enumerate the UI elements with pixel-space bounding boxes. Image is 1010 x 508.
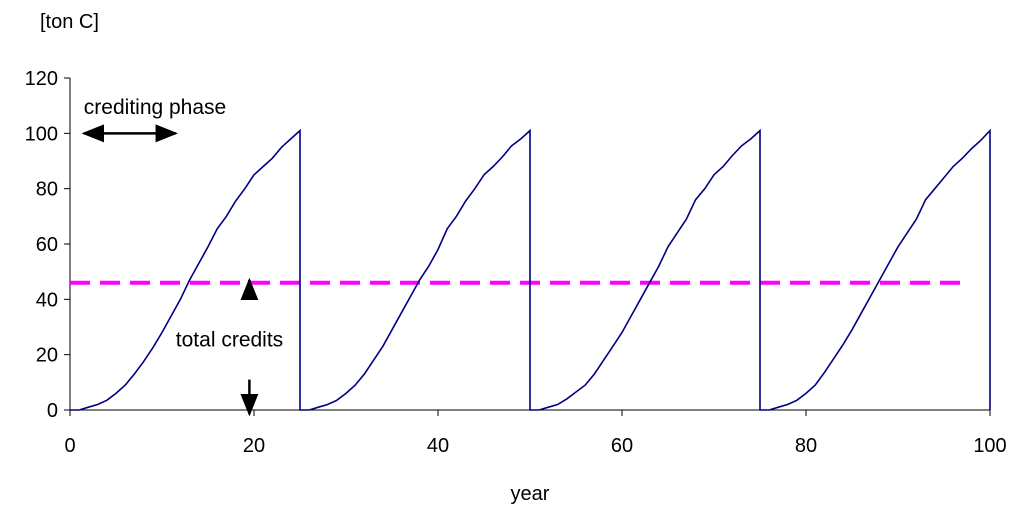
crediting-phase-label: crediting phase <box>84 96 226 119</box>
total-credits-label: total credits <box>176 328 283 351</box>
y-tick-label: 60 <box>36 234 58 256</box>
x-tick-label: 0 <box>64 435 75 457</box>
y-tick-label: 0 <box>47 400 58 422</box>
y-tick-label: 20 <box>36 345 58 367</box>
y-tick-label: 80 <box>36 179 58 201</box>
y-axis-ticks: 0 20 40 60 80 100 120 <box>25 68 70 422</box>
y-axis-label: [ton C] <box>40 11 99 33</box>
y-tick-label: 100 <box>25 123 58 145</box>
series-line <box>70 128 991 411</box>
y-tick-label: 40 <box>36 289 58 311</box>
x-tick-label: 80 <box>795 435 817 457</box>
x-tick-label: 100 <box>973 435 1006 457</box>
x-axis-ticks: 0 20 40 60 80 100 <box>64 410 1007 457</box>
x-tick-label: 20 <box>243 435 265 457</box>
x-axis-label: year <box>511 483 550 505</box>
x-tick-label: 60 <box>611 435 633 457</box>
x-tick-label: 40 <box>427 435 449 457</box>
y-tick-label: 120 <box>25 68 58 90</box>
